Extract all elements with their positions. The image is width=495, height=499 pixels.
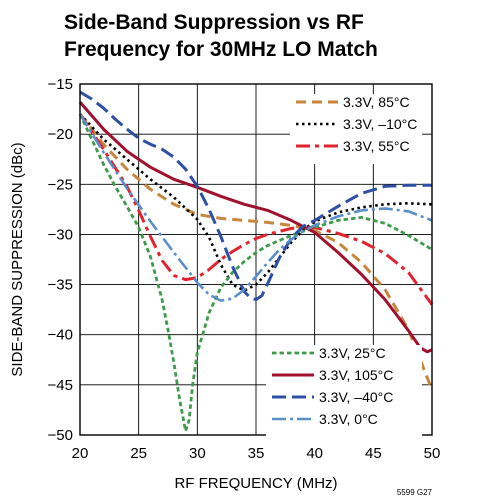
x-tick-labels: 20 25 30 35 40 45 50 <box>72 445 441 462</box>
y-tick-label: −45 <box>48 377 73 394</box>
legend-label: 3.3V, 0°C <box>319 411 378 427</box>
y-axis-label: SIDE-BAND SUPPRESSION (dBc) <box>9 142 26 376</box>
y-tick-label: −35 <box>48 277 73 294</box>
y-tick-label: −40 <box>48 327 73 344</box>
legend-top-right: 3.3V, 85°C 3.3V, –10°C 3.3V, 55°C <box>290 94 422 164</box>
legend-background <box>266 345 422 437</box>
x-tick-label: 50 <box>424 445 441 462</box>
x-tick-label: 30 <box>189 445 206 462</box>
x-tick-label: 35 <box>248 445 265 462</box>
legend-label: 3.3V, –40°C <box>319 389 393 405</box>
legend-label: 3.3V, 85°C <box>343 94 410 110</box>
series-line-1 <box>79 113 433 292</box>
x-tick-label: 20 <box>72 445 89 462</box>
series-line-0 <box>78 113 434 391</box>
y-tick-labels: −15 −20 −25 −30 −35 −40 −45 −50 <box>48 76 73 444</box>
y-tick-label: −20 <box>48 126 73 143</box>
legend-label: 3.3V, –10°C <box>343 116 417 132</box>
series-line-3 <box>78 113 433 433</box>
x-axis-label: RF FREQUENCY (MHz) <box>174 475 337 492</box>
plot-border <box>79 83 433 436</box>
y-tick-label: −30 <box>48 226 73 243</box>
series-line-4 <box>78 101 433 354</box>
y-tick-label: −15 <box>48 76 73 93</box>
x-tick-label: 45 <box>365 445 382 462</box>
x-tick-label: 25 <box>130 445 147 462</box>
figure-id: 5599 G27 <box>397 488 433 497</box>
series-lines <box>78 90 434 433</box>
legend-label: 3.3V, 25°C <box>319 345 386 361</box>
legend-background <box>290 94 422 164</box>
series-line-5 <box>79 90 432 302</box>
y-tick-label: −50 <box>48 427 73 444</box>
series-line-6 <box>78 113 433 302</box>
chart-title-line-1: Side-Band Suppression vs RF <box>64 11 364 34</box>
chart-title-line-2: Frequency for 30MHz LO Match <box>64 38 378 61</box>
x-tick-label: 40 <box>306 445 323 462</box>
legend-label: 3.3V, 105°C <box>319 367 393 383</box>
y-tick-label: −25 <box>48 176 73 193</box>
legend-label: 3.3V, 55°C <box>343 138 410 154</box>
legend-bottom-right: 3.3V, 25°C 3.3V, 105°C 3.3V, –40°C 3.3V, 0°… <box>266 345 422 437</box>
